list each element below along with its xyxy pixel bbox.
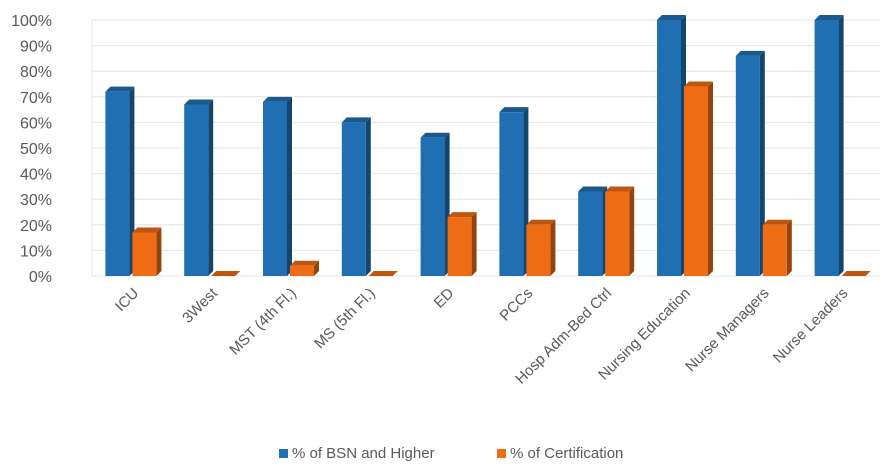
gridlines <box>91 19 880 277</box>
x-category-label: PCCs <box>497 285 537 325</box>
bar-bsn <box>735 50 765 277</box>
x-axis-category-labels: ICU 3West MST (4th Fl.) MS (5th Fl.) ED PCCsH… <box>112 284 851 387</box>
bar-certification <box>684 81 713 276</box>
bar-bsn <box>105 86 135 277</box>
bar-certification <box>290 260 319 276</box>
legend-label-bsn: % of BSN and Higher <box>292 445 435 462</box>
x-category-label: Nurse Leaders <box>770 285 852 367</box>
y-tick-label: 50% <box>20 141 52 158</box>
y-tick-label: 20% <box>20 218 52 235</box>
legend-swatch-bsn <box>279 449 288 458</box>
bars <box>105 15 871 277</box>
y-tick-label: 30% <box>20 192 52 209</box>
legend-label-certification: % of Certification <box>510 445 623 462</box>
y-tick-label: 40% <box>20 167 52 184</box>
bar-bsn <box>341 117 371 277</box>
y-tick-label: 80% <box>20 64 52 81</box>
legend: % of BSN and Higher % of Certification <box>279 445 623 462</box>
bar-bsn <box>578 186 608 276</box>
bar-bsn <box>499 107 529 276</box>
bar-bsn <box>657 15 686 276</box>
y-tick-label: 60% <box>20 115 52 132</box>
y-tick-label: 90% <box>20 39 52 56</box>
y-tick-label: 100% <box>11 13 52 30</box>
legend-swatch-certification <box>497 449 506 458</box>
bar-bsn <box>420 132 450 276</box>
x-category-label: ICU <box>112 285 142 315</box>
bar-certification <box>762 219 792 276</box>
bar-certification <box>211 271 241 276</box>
x-category-label: ED <box>431 285 458 312</box>
bar-certification <box>526 219 556 276</box>
bar-bsn <box>263 96 292 276</box>
y-tick-label: 10% <box>20 243 52 260</box>
x-category-label: MST (4th Fl.) <box>226 285 300 359</box>
bar-certification <box>605 186 635 276</box>
y-tick-label: 70% <box>20 90 52 107</box>
bar-bsn <box>184 99 214 276</box>
bar-certification <box>841 271 871 276</box>
x-category-label: MS (5th Fl.) <box>311 285 378 352</box>
x-category-label: Nurse Managers <box>682 285 772 375</box>
y-axis-tick-labels: 0% 10% 20% 30% 40% 50% 60% 70% 80% 90% 100% <box>11 13 52 286</box>
bar-certification <box>132 227 162 276</box>
x-category-label: 3West <box>179 284 221 326</box>
bar-bsn <box>814 15 844 276</box>
y-tick-label: 0% <box>29 269 52 286</box>
bar-certification <box>447 212 477 276</box>
bar-certification <box>368 271 398 276</box>
